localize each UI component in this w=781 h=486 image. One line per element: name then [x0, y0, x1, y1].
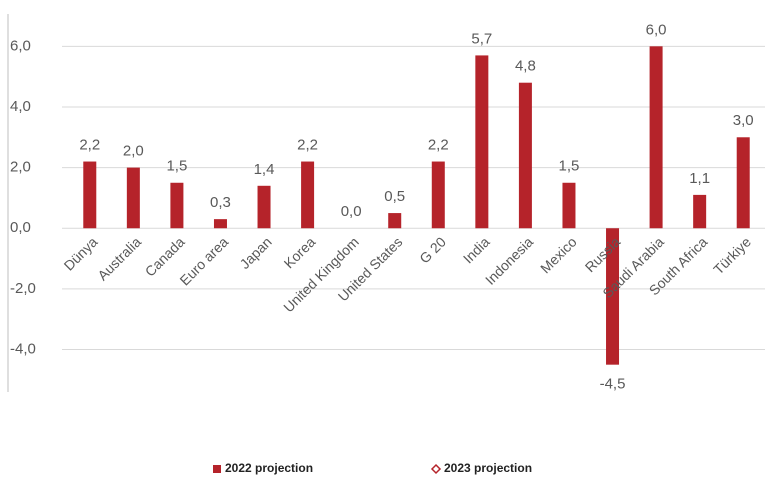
x-tick-label: Türkiye [710, 234, 754, 278]
data-label: 1,5 [559, 158, 580, 175]
y-tick-label: 2,0 [10, 159, 31, 176]
data-label: 2,0 [123, 143, 144, 160]
y-tick-label: 6,0 [10, 37, 31, 54]
legend-marker [430, 463, 442, 475]
x-tick-label: United Kingdom [280, 234, 362, 316]
x-tick-label: G 20 [416, 234, 449, 267]
y-tick-label: 4,0 [10, 98, 31, 115]
data-label: 1,5 [166, 158, 187, 175]
x-tick-label: India [460, 234, 493, 267]
y-tick-label: -2,0 [10, 280, 36, 297]
data-label: 2,2 [428, 137, 449, 154]
bar [649, 46, 663, 229]
legend-marker [213, 465, 221, 473]
data-label: 5,7 [471, 30, 492, 47]
bar [431, 161, 445, 229]
x-tick-label: Japan [236, 234, 274, 272]
bar [126, 167, 140, 229]
data-label: 6,0 [646, 21, 667, 38]
legend-label: 2022 projection [225, 461, 313, 475]
data-label: 0,0 [341, 203, 362, 220]
bar [562, 182, 576, 229]
bar [736, 137, 750, 229]
data-label: 2,2 [79, 137, 100, 154]
data-label: 0,5 [384, 188, 405, 205]
x-tick-label: Indonesia [482, 234, 536, 288]
x-tick-label: Mexico [537, 234, 580, 277]
bar [170, 182, 184, 229]
x-tick-label: Australia [94, 234, 144, 284]
bar [518, 82, 532, 229]
bar [301, 161, 315, 229]
data-label: 1,4 [254, 161, 275, 178]
data-label: 3,0 [733, 112, 754, 129]
bar [388, 213, 402, 229]
data-label: 2,2 [297, 137, 318, 154]
bar [606, 228, 620, 365]
bar [475, 55, 489, 229]
bar [83, 161, 97, 229]
x-tick-label: Dünya [61, 234, 101, 274]
legend-label: 2023 projection [444, 461, 532, 475]
data-label: 4,8 [515, 58, 536, 75]
bar [257, 185, 271, 229]
data-label: -4,5 [600, 376, 626, 393]
x-tick-label: Korea [281, 234, 319, 272]
data-label: 1,1 [689, 170, 710, 187]
bar [693, 194, 707, 229]
x-tick-label: Euro area [176, 234, 231, 289]
data-label: 0,3 [210, 194, 231, 211]
y-tick-label: -4,0 [10, 340, 36, 357]
bar [213, 219, 227, 229]
y-tick-label: 0,0 [10, 219, 31, 236]
